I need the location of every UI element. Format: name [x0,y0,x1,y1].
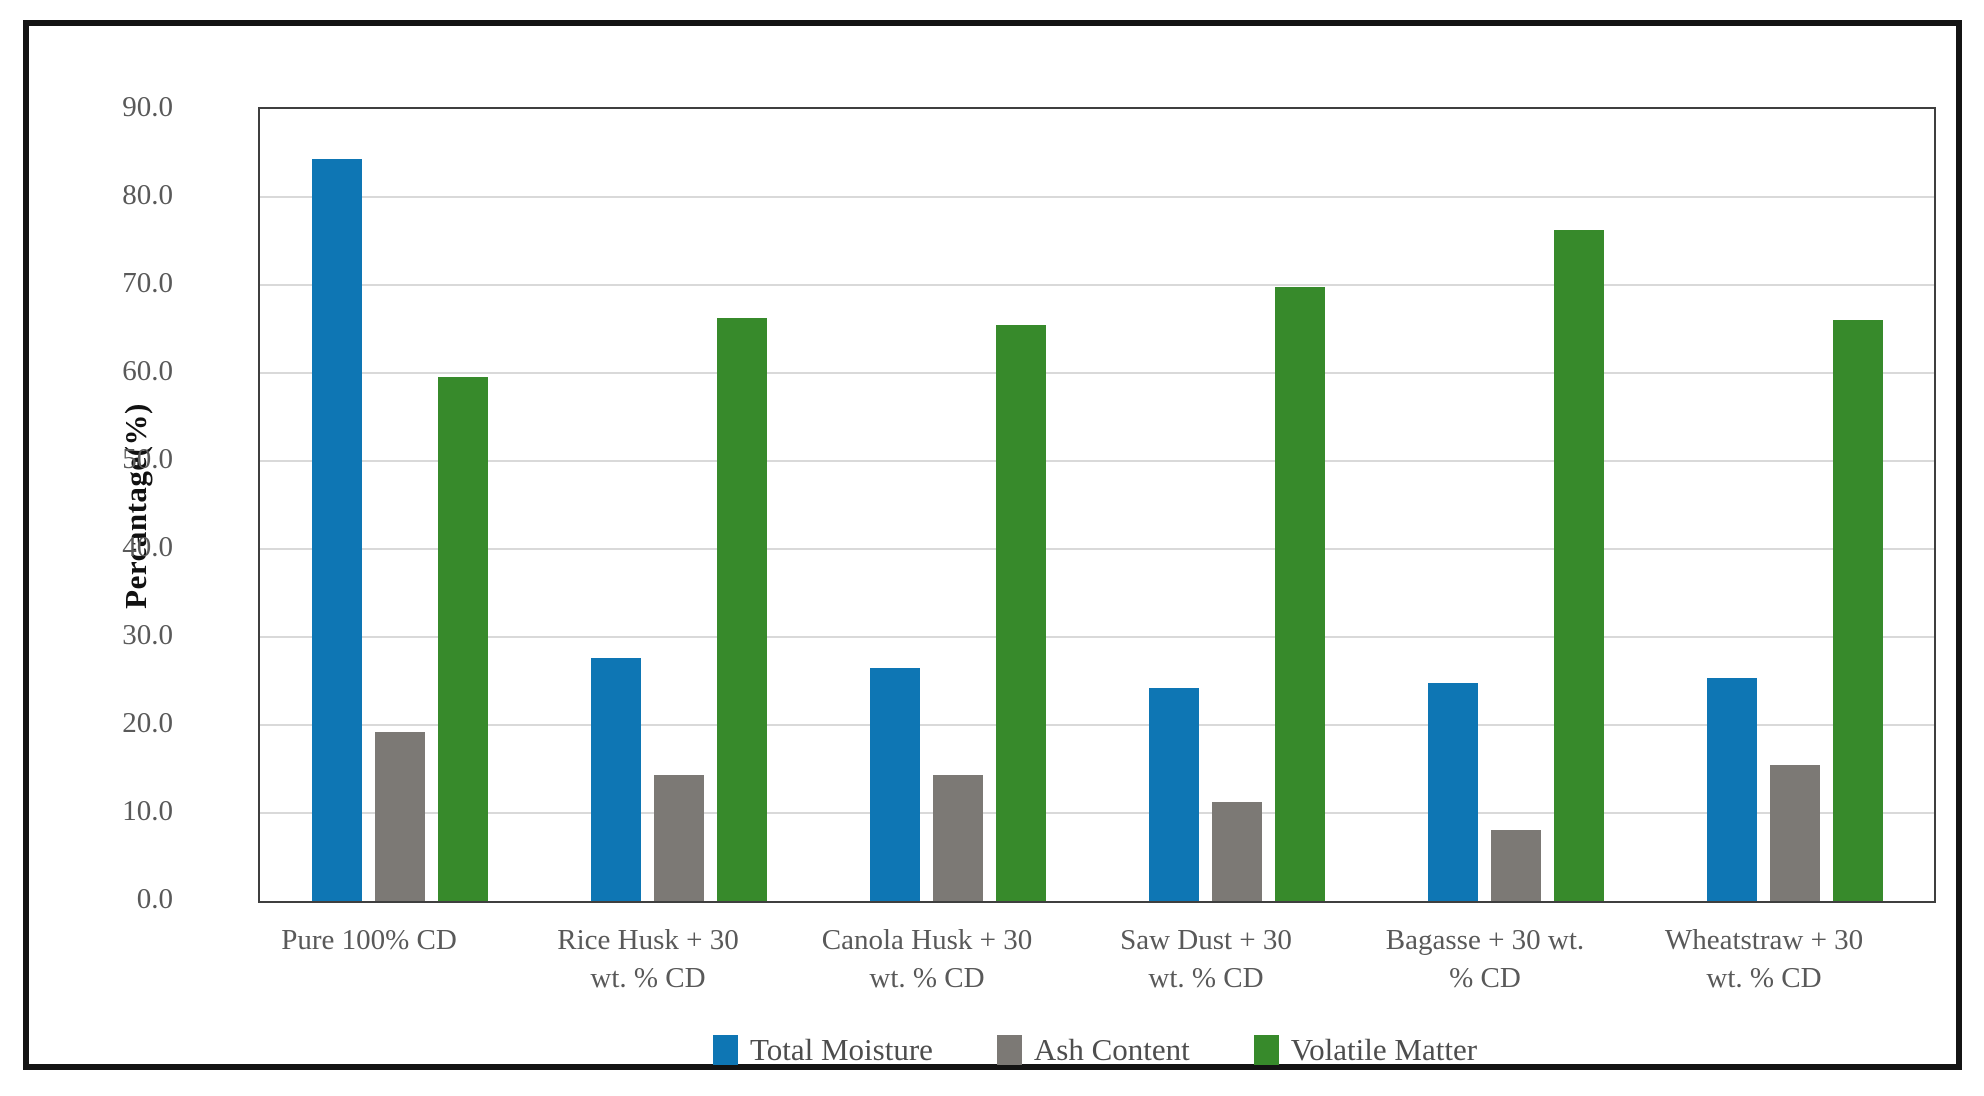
gridline [260,196,1934,198]
bar-ash-content [1211,802,1262,901]
bar-total-moisture [311,159,362,901]
gridline [260,284,1934,286]
x-category-label: Pure 100% CD [281,924,457,956]
x-category-label: Saw Dust + 30 wt. % CD [1120,924,1292,994]
legend-swatch-icon [712,1034,738,1065]
bar-volatile-matter [437,377,488,901]
y-tick-label: 90.0 [122,91,173,123]
x-category-label: Rice Husk + 30 wt. % CD [557,924,739,994]
legend-label: Volatile Matter [1290,1032,1478,1067]
y-tick-label: 60.0 [122,355,173,387]
bar-volatile-matter [1274,286,1325,901]
bar-ash-content [1490,829,1541,901]
legend-label: Total Moisture [749,1032,933,1067]
y-tick-label: 30.0 [122,619,173,651]
gridline [260,460,1934,462]
bar-volatile-matter [995,324,1046,901]
bar-ash-content [374,732,425,901]
bar-total-moisture [869,667,920,901]
y-tick-label: 0.0 [136,883,173,915]
bar-total-moisture [1427,682,1478,901]
gridline [260,724,1934,726]
legend-item: Total Moisture [712,1032,933,1067]
bar-volatile-matter [716,318,767,901]
bar-total-moisture [590,658,641,901]
figure-border: Percantage(%) 90.0 80.0 70.0 60.0 50.0 40.0 30… [23,20,1962,1070]
bar-total-moisture [1148,688,1199,901]
bar-volatile-matter [1553,229,1604,901]
legend-item: Ash Content [996,1032,1190,1067]
bar-volatile-matter [1832,320,1883,901]
legend-swatch-icon [1253,1034,1279,1065]
legend-swatch-icon [996,1034,1022,1065]
bar-total-moisture [1706,678,1757,901]
y-tick-label: 70.0 [122,267,173,299]
legend-item: Volatile Matter [1253,1032,1478,1067]
plot-area [258,107,1936,903]
gridline [260,636,1934,638]
bar-ash-content [1769,765,1820,901]
x-category-label: Canola Husk + 30 wt. % CD [821,924,1033,994]
y-tick-label: 10.0 [122,795,173,827]
gridline [260,372,1934,374]
gridline [260,812,1934,814]
y-tick-label: 80.0 [122,179,173,211]
bar-ash-content [653,775,704,901]
legend-label: Ash Content [1033,1032,1190,1067]
gridline [260,548,1934,550]
y-tick-label: 50.0 [122,443,173,475]
y-axis-title: Percantage(%) [118,403,153,609]
y-tick-label: 20.0 [122,707,173,739]
chart-legend: Total Moisture Ash Content Volatile Matter [258,1034,1932,1065]
y-tick-label: 40.0 [122,531,173,563]
bar-ash-content [932,775,983,901]
x-category-label: Wheatstraw + 30 wt. % CD [1664,924,1864,994]
x-category-label: Bagasse + 30 wt.% CD [1385,924,1585,994]
